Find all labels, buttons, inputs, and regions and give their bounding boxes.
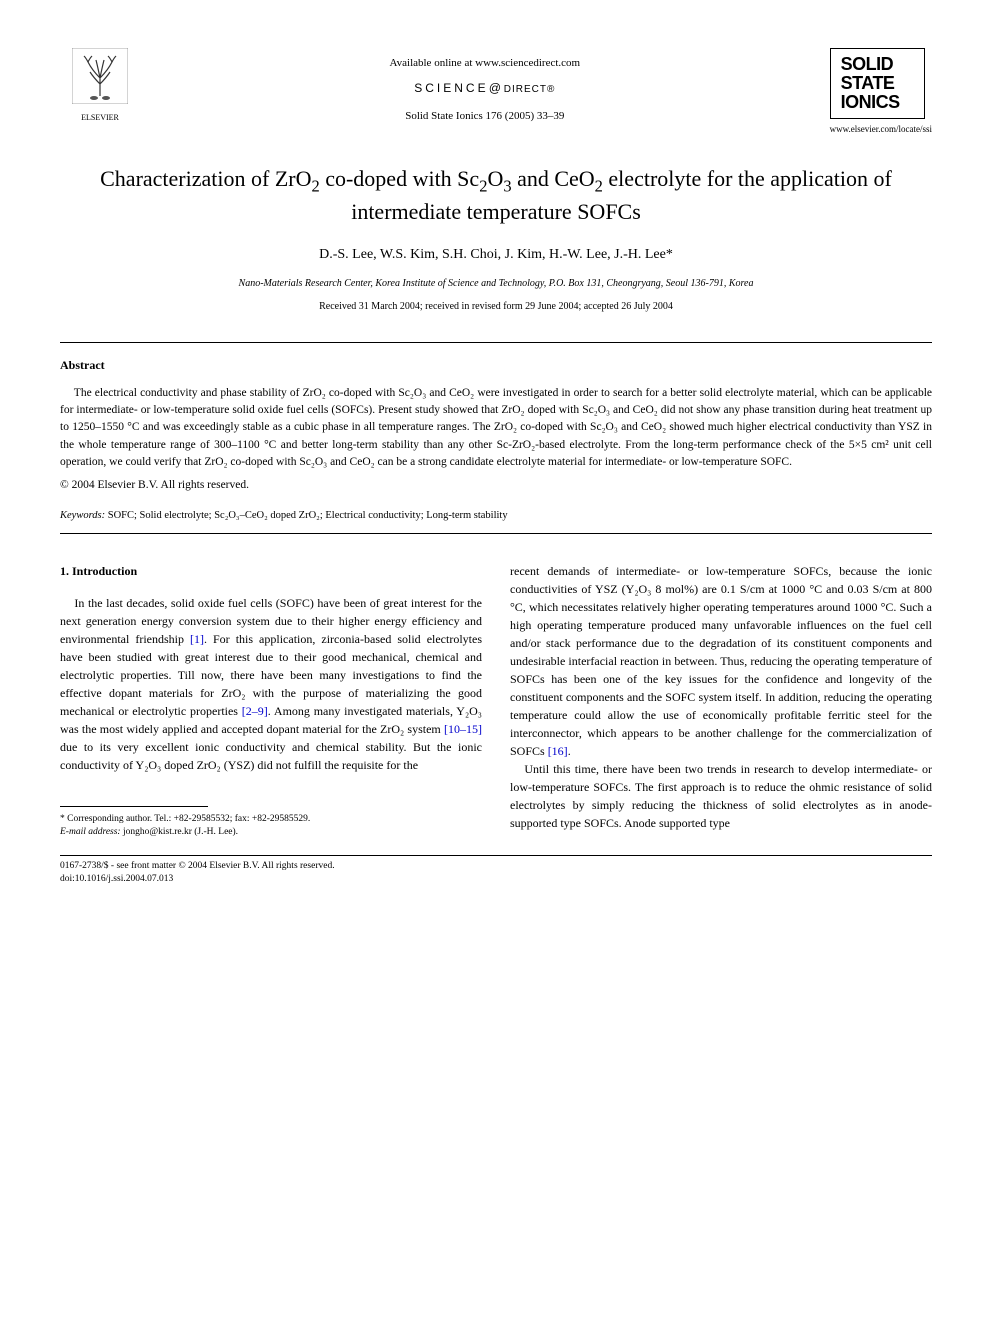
abstract-body: The electrical conductivity and phase st…	[60, 385, 932, 471]
article-title: Characterization of ZrO2 co-doped with S…	[60, 164, 932, 227]
ref-link-16[interactable]: [16]	[548, 744, 568, 758]
intro-paragraph-1-cont: recent demands of intermediate- or low-t…	[510, 562, 932, 760]
keywords-line: Keywords: SOFC; Solid electrolyte; Sc₂O₃…	[60, 508, 932, 523]
affiliation: Nano-Materials Research Center, Korea In…	[60, 277, 932, 292]
footnote-rule	[60, 806, 208, 807]
journal-reference: Solid State Ionics 176 (2005) 33–39	[140, 109, 830, 125]
elsevier-label: ELSEVIER	[60, 112, 140, 124]
divider	[60, 533, 932, 534]
divider	[60, 342, 932, 343]
intro-paragraph-1: In the last decades, solid oxide fuel ce…	[60, 594, 482, 774]
elsevier-logo: ELSEVIER	[60, 48, 140, 123]
intro-heading: 1. Introduction	[60, 562, 482, 580]
locate-link[interactable]: www.elsevier.com/locate/ssi	[830, 123, 932, 136]
sciencedirect-logo: SCIENCE@DIRECT®	[140, 80, 830, 98]
page-header: ELSEVIER Available online at www.science…	[60, 48, 932, 136]
journal-logo-block: SOLID STATE IONICS www.elsevier.com/loca…	[830, 48, 932, 136]
abstract-heading: Abstract	[60, 357, 932, 374]
column-right: recent demands of intermediate- or low-t…	[510, 562, 932, 840]
journal-logo: SOLID STATE IONICS	[830, 48, 925, 119]
issn-copyright: 0167-2738/$ - see front matter © 2004 El…	[60, 860, 932, 873]
authors-list: D.-S. Lee, W.S. Kim, S.H. Choi, J. Kim, …	[60, 245, 932, 265]
header-center: Available online at www.sciencedirect.co…	[140, 48, 830, 125]
ref-link-1[interactable]: [1]	[190, 632, 204, 646]
corresponding-author-footnote: * Corresponding author. Tel.: +82-295855…	[60, 813, 482, 826]
doi-line: doi:10.1016/j.ssi.2004.07.013	[60, 873, 932, 886]
intro-paragraph-2: Until this time, there have been two tre…	[510, 760, 932, 832]
email-footnote: E-mail address: jongho@kist.re.kr (J.-H.…	[60, 826, 482, 839]
bottom-rule	[60, 855, 932, 856]
copyright-line: © 2004 Elsevier B.V. All rights reserved…	[60, 477, 932, 494]
keywords-label: Keywords:	[60, 510, 105, 521]
ref-link-10-15[interactable]: [10–15]	[444, 722, 482, 736]
available-online-text: Available online at www.sciencedirect.co…	[140, 56, 830, 72]
ref-link-2-9[interactable]: [2–9]	[242, 704, 268, 718]
article-dates: Received 31 March 2004; received in revi…	[60, 300, 932, 315]
keywords-text: SOFC; Solid electrolyte; Sc₂O₃–CeO₂ dope…	[105, 510, 508, 521]
column-left: 1. Introduction In the last decades, sol…	[60, 562, 482, 840]
elsevier-tree-icon	[72, 48, 128, 104]
body-columns: 1. Introduction In the last decades, sol…	[60, 562, 932, 840]
